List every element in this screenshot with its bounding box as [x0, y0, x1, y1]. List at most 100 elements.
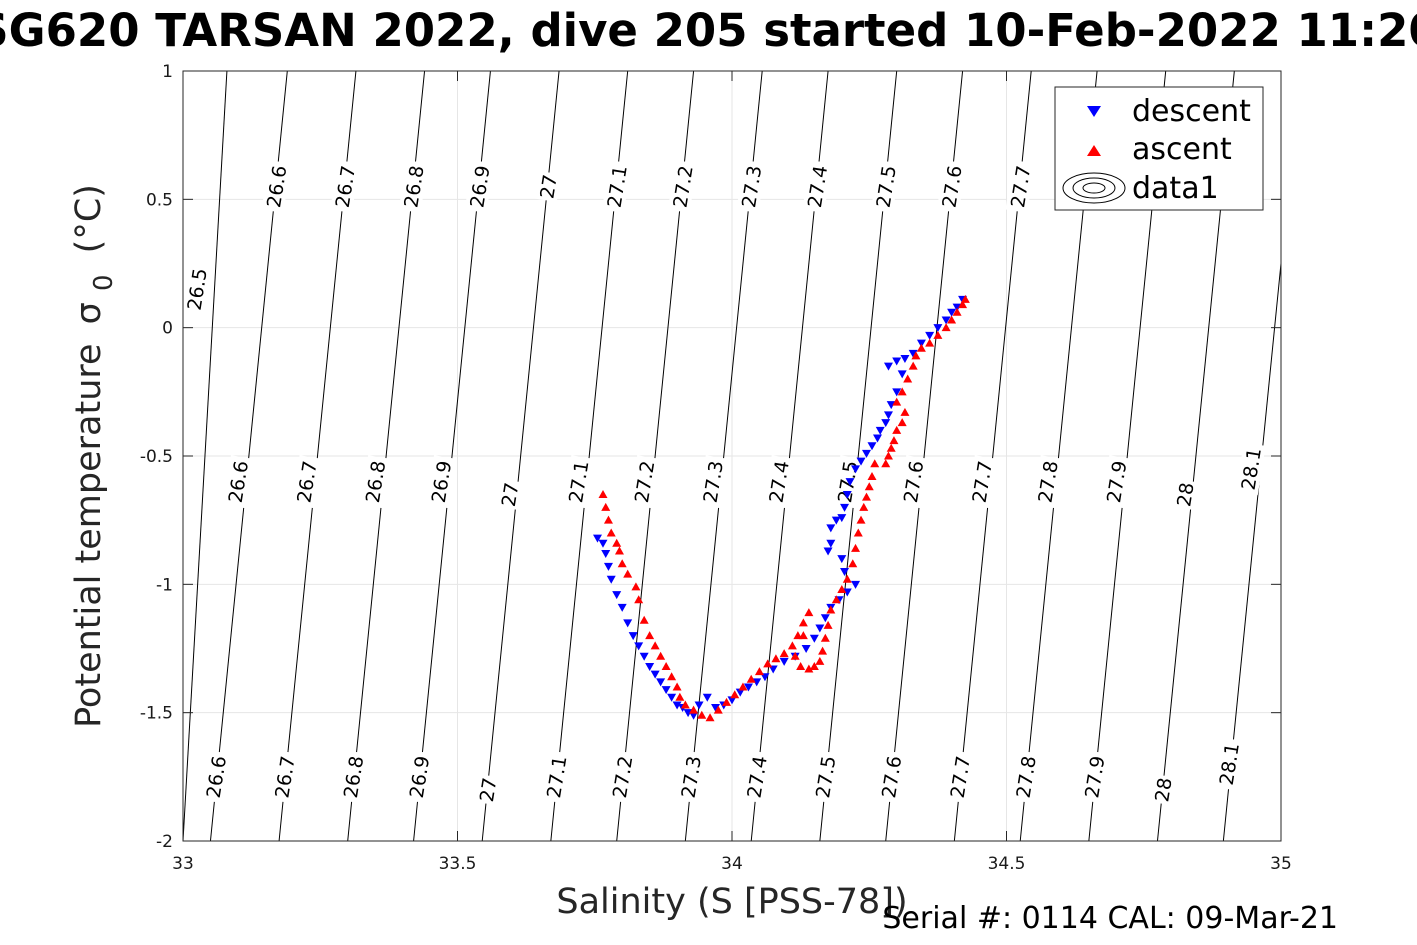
- contour-label-gap: [876, 750, 906, 804]
- descent-point: [592, 534, 602, 543]
- y-tick-label: 0: [162, 319, 173, 339]
- x-tick-label: 35: [1270, 854, 1292, 874]
- ascent-point: [787, 641, 797, 650]
- contour-label: 27.7: [1005, 160, 1035, 213]
- contour-label-text: 27: [536, 173, 562, 200]
- contour-label: 26.8: [398, 160, 429, 213]
- descent-point: [820, 614, 830, 623]
- descent-point: [831, 516, 841, 525]
- contour-label: 27.7: [945, 750, 975, 804]
- contour-label-gap: [870, 160, 901, 213]
- ascent-point: [606, 528, 616, 537]
- ascent-point: [900, 407, 910, 416]
- contour-label-gap: [736, 160, 766, 213]
- descent-point: [711, 704, 721, 713]
- contour-label-gap: [261, 160, 292, 213]
- y-tick-label: -1: [156, 575, 173, 595]
- descent-point: [826, 524, 836, 533]
- descent-point: [752, 678, 762, 687]
- ascent-point: [933, 330, 943, 339]
- ascent-point: [831, 595, 841, 604]
- ascent-point: [958, 300, 968, 309]
- contour-label-text: 27: [476, 776, 502, 803]
- descent-point: [779, 657, 789, 666]
- descent-point: [801, 645, 811, 653]
- ascent-point: [815, 656, 825, 665]
- contour-label-gap: [1032, 455, 1063, 509]
- ascent-point: [612, 538, 622, 547]
- contour-label: 28: [1171, 478, 1199, 511]
- contour-label: 27.1: [541, 750, 571, 804]
- ascent-point: [722, 697, 732, 706]
- descent-point: [645, 662, 655, 671]
- ascent-point: [617, 559, 627, 568]
- contour-label: 27: [496, 478, 524, 511]
- contour-label-gap: [601, 160, 632, 213]
- descent-point: [933, 324, 943, 333]
- contour-label-gap: [802, 160, 832, 213]
- descent-point: [815, 624, 825, 633]
- contour-label-gap: [763, 455, 794, 509]
- descent-point: [840, 568, 850, 576]
- contour-label-gap: [629, 455, 659, 509]
- y-tick-label: -2: [156, 832, 173, 852]
- descent-point: [694, 701, 704, 710]
- contour-label-text: 28: [1173, 481, 1199, 508]
- contour-label-gap: [607, 750, 637, 804]
- legend-data1-marker: [1062, 172, 1126, 204]
- descent-point: [925, 331, 935, 340]
- descent-point: [702, 693, 712, 702]
- descent-point: [826, 539, 836, 548]
- ascent-point: [779, 649, 789, 658]
- ascent-point: [848, 559, 858, 568]
- ascent-point: [623, 569, 633, 578]
- contour-label: 27.4: [741, 750, 772, 804]
- ascent-point: [892, 425, 902, 434]
- contour-label-gap: [1149, 774, 1177, 806]
- contour-label-gap: [398, 160, 429, 213]
- descent-point: [842, 491, 852, 499]
- contour-label-gap: [474, 774, 501, 806]
- ascent-point: [661, 661, 671, 670]
- contour-label-gap: [1214, 737, 1244, 791]
- ascent-point: [705, 713, 715, 722]
- ascent-point: [870, 459, 880, 468]
- ascent-point: [763, 659, 773, 668]
- ascent-point: [809, 661, 819, 670]
- contour-label-text: 27: [498, 481, 524, 508]
- contour-label-text: 28: [1151, 776, 1177, 803]
- descent-point: [760, 673, 770, 682]
- ascent-point: [886, 443, 896, 452]
- contour-label-gap: [898, 455, 928, 509]
- ascent-point: [960, 294, 970, 303]
- ascent-point: [916, 343, 926, 352]
- contour-label: 26.6: [223, 455, 253, 509]
- contour-label: 28: [1149, 774, 1177, 806]
- contour-label-gap: [945, 750, 975, 804]
- descent-point: [842, 588, 852, 597]
- contour-label: 26.9: [426, 455, 456, 509]
- descent-point: [623, 619, 633, 628]
- descent-point: [952, 303, 962, 312]
- ascent-point: [645, 631, 655, 640]
- contour-label-gap: [535, 170, 562, 203]
- ascent-point: [818, 646, 828, 655]
- ascent-point: [631, 582, 641, 591]
- ascent-point: [754, 667, 764, 676]
- y-axis-label: Potential temperature σ 0 (°C): [69, 184, 121, 728]
- descent-point: [892, 388, 902, 397]
- ascent-point: [856, 515, 866, 524]
- ascent-point: [908, 361, 918, 370]
- contour-label-gap: [563, 455, 594, 509]
- contour-label: 26.6: [261, 160, 292, 213]
- contour-label-gap: [464, 160, 495, 213]
- descent-point: [892, 357, 902, 366]
- contour-label-gap: [676, 750, 706, 804]
- contour-label: 27.2: [629, 455, 659, 509]
- ascent-point: [925, 338, 935, 347]
- descent-point: [947, 308, 957, 317]
- contour-label-gap: [404, 750, 434, 804]
- y-tick-label: -0.5: [140, 447, 173, 467]
- descent-point: [900, 354, 910, 363]
- ascent-point: [837, 584, 847, 593]
